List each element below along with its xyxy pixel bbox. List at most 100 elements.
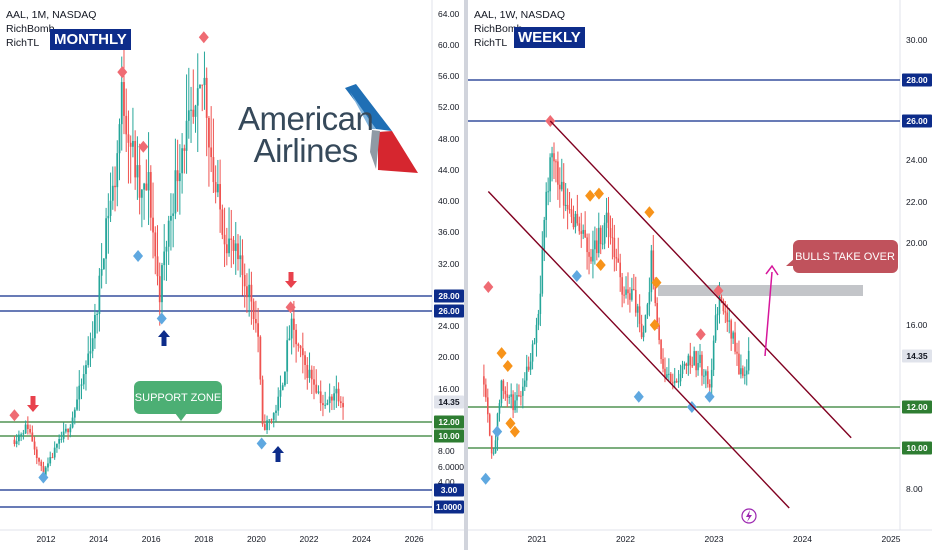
candle-body (508, 396, 511, 398)
candle-body (488, 414, 491, 436)
candle-body (123, 82, 125, 116)
candle-body (615, 257, 618, 259)
candle-body (98, 275, 101, 314)
candle-body (114, 185, 116, 188)
candle-body (506, 394, 509, 398)
candle-body (553, 153, 555, 162)
candle-body (514, 400, 516, 411)
candle-body (15, 441, 18, 445)
candle-body (707, 371, 709, 385)
candle-body (562, 181, 565, 206)
arrow-up-icon (158, 330, 170, 346)
monthly-chart-panel[interactable]: 64.00 60.00 56.00 52.00 48.00 44.00 40.00 36.00… (0, 0, 464, 550)
price-level-tag (434, 483, 464, 497)
candle-body (176, 170, 179, 182)
price-level-tag-label: 10.00 (438, 431, 460, 441)
candle-body (49, 457, 52, 464)
weekly-chart-canvas[interactable]: 30.00 24.00 22.00 20.00 16.00 8.00 2021 2022 202… (468, 0, 932, 550)
candle-body (683, 363, 686, 366)
candle-body (297, 344, 300, 346)
candle-body (33, 441, 36, 450)
indicator-richtl[interactable]: RichTL (6, 37, 40, 49)
candle-body (697, 362, 699, 371)
candle-body (720, 296, 723, 301)
diamond-blue-marker (633, 390, 644, 403)
candle-body (261, 379, 264, 425)
candle-body (588, 252, 590, 257)
price-level-tag-label: 26.00 (438, 306, 460, 316)
candle-body (149, 172, 152, 218)
candle-body (105, 218, 107, 259)
candle-body (736, 351, 738, 354)
candle-body (333, 393, 336, 401)
candle-body (638, 306, 641, 324)
indicator-richbomb[interactable]: RichBomb (6, 23, 55, 35)
candle-body (60, 438, 63, 440)
diamond-red-marker (285, 301, 296, 314)
candle-body (35, 449, 38, 459)
diamond-orange-marker (496, 347, 507, 360)
candle-body (47, 463, 49, 468)
candle-body (531, 344, 534, 362)
candle-body (208, 117, 210, 148)
candle-body (523, 380, 526, 387)
candle-body (230, 238, 233, 240)
candle-body (56, 443, 58, 448)
candle-body (111, 185, 114, 201)
indicator-richtl[interactable]: RichTL (474, 37, 508, 49)
candle-body (728, 320, 731, 322)
monthly-chart-canvas[interactable]: 64.00 60.00 56.00 52.00 48.00 44.00 40.00 36.00… (0, 0, 464, 550)
candle-body (76, 399, 78, 410)
candle-body (158, 276, 161, 303)
candle-body (555, 161, 557, 163)
diamond-red-marker (117, 66, 128, 79)
candle-body (597, 227, 600, 254)
price-level-tag-label: 10.00 (906, 443, 928, 453)
candle-body (337, 388, 340, 402)
channel-upper-line (549, 120, 852, 439)
candle-body (679, 373, 682, 382)
candle-body (29, 428, 31, 433)
price-level-tag-label: 12.00 (906, 402, 928, 412)
candle-body (263, 424, 266, 430)
candle-body (183, 148, 186, 151)
price-scale-label: 20.00 (906, 238, 928, 248)
time-axis-label: 2020 (247, 534, 266, 544)
candle-body (147, 172, 150, 191)
candle-body (326, 403, 329, 405)
candle-body (174, 170, 177, 214)
candle-body (603, 222, 606, 244)
price-scale-label: 64.00 (438, 9, 460, 19)
candle-body (619, 262, 621, 278)
candle-body (82, 374, 85, 385)
indicator-richbomb[interactable]: RichBomb (474, 23, 523, 35)
pane-divider[interactable] (464, 0, 468, 550)
diamond-orange-marker (505, 417, 516, 430)
time-axis-label: 2024 (793, 534, 812, 544)
candle-body (87, 353, 90, 366)
candle-body (286, 340, 289, 372)
candle-body (277, 396, 280, 411)
candle-body (308, 369, 311, 378)
candle-body (726, 312, 729, 322)
candle-body (705, 371, 707, 376)
price-scale-label: 16.00 (438, 384, 460, 394)
time-axis-label: 2022 (616, 534, 635, 544)
price-level-tag (434, 304, 464, 318)
candle-body (161, 265, 163, 303)
price-level-tag (434, 500, 464, 514)
candle-body (525, 366, 528, 381)
candle-body (492, 452, 495, 454)
candle-body (533, 342, 536, 345)
candle-body (695, 351, 697, 371)
candle-body (703, 375, 705, 377)
candle-body (239, 255, 242, 260)
arrow-down-icon (27, 396, 39, 412)
candle-body (241, 255, 244, 275)
time-axis-label: 2018 (194, 534, 213, 544)
candle-body (232, 239, 235, 251)
weekly-chart-panel[interactable]: 30.00 24.00 22.00 20.00 16.00 8.00 2021 2022 202… (468, 0, 932, 550)
candle-body (722, 300, 725, 312)
candle-body (20, 434, 23, 436)
candle-body (223, 234, 226, 245)
